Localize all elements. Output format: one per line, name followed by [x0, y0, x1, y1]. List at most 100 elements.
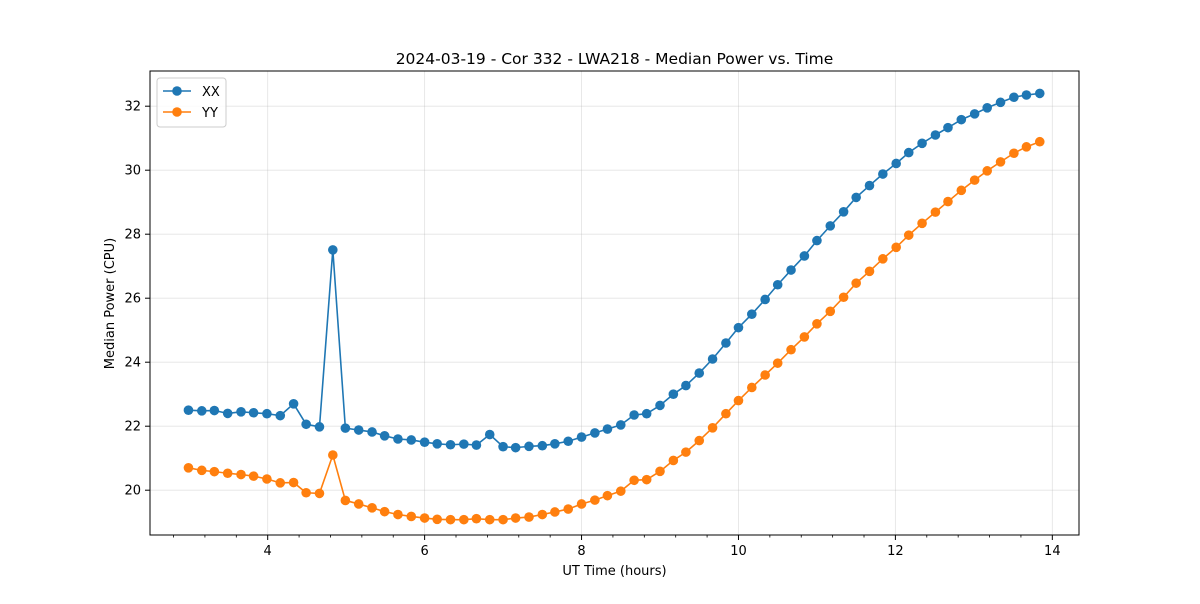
data-point-xx: [471, 440, 482, 450]
y-tick-label: 22: [124, 420, 141, 435]
data-point-xx: [550, 439, 560, 449]
data-point-xx: [943, 122, 953, 133]
x-tick-label: 4: [264, 544, 272, 559]
axes-frame: [149, 70, 1080, 536]
x-tick-label: 8: [577, 544, 585, 559]
data-point-xx: [747, 309, 757, 320]
data-point-xx: [419, 437, 430, 448]
axis-ticks: 4 6 8 10 12 14 20 22 24 26 28 30 32: [124, 100, 1060, 559]
y-tick-label: 20: [124, 484, 141, 499]
data-point-yy: [275, 478, 286, 488]
data-point-xx: [772, 279, 783, 290]
data-point-xx: [930, 130, 941, 140]
data-point-xx: [314, 422, 325, 432]
data-point-xx: [668, 389, 679, 400]
data-point-xx: [393, 434, 403, 444]
data-point-xx: [328, 245, 338, 255]
data-point-yy: [995, 157, 1006, 167]
data-point-yy: [590, 495, 600, 505]
data-point-xx: [1034, 88, 1045, 99]
data-point-xx: [655, 400, 665, 411]
data-point-xx: [275, 410, 286, 421]
data-point-yy: [917, 218, 927, 229]
data-point-yy: [353, 499, 364, 509]
data-point-yy: [262, 474, 272, 484]
y-tick-label: 30: [124, 164, 141, 179]
data-point-xx: [301, 419, 311, 430]
data-point-yy: [524, 512, 534, 522]
data-point-yy: [641, 474, 652, 485]
data-point-yy: [196, 465, 207, 476]
data-point-xx: [878, 169, 888, 179]
data-point-yy: [328, 450, 338, 460]
data-point-yy: [222, 468, 233, 479]
data-point-yy: [629, 475, 639, 486]
y-axis-label: Median Power (CPU): [103, 238, 118, 369]
data-point-xx: [629, 410, 639, 420]
data-point-xx: [969, 109, 980, 119]
data-point-xx: [288, 399, 299, 409]
data-point-xx: [812, 235, 822, 246]
data-point-xx: [445, 439, 456, 450]
legend-label-xx: XX: [202, 85, 220, 100]
data-point-yy: [943, 196, 953, 207]
data-point-xx: [1021, 90, 1032, 100]
x-tick-label: 14: [1044, 544, 1061, 559]
data-point-xx: [786, 265, 796, 275]
data-point-yy: [484, 514, 495, 525]
series-yy: [183, 136, 1045, 525]
data-point-xx: [524, 441, 534, 452]
data-point-yy: [786, 344, 796, 355]
data-point-yy: [314, 488, 325, 499]
data-point-xx: [353, 425, 364, 435]
data-point-xx: [982, 103, 992, 113]
data-point-xx: [367, 427, 377, 437]
data-point-yy: [825, 306, 836, 317]
data-point-yy: [812, 319, 822, 329]
data-point-xx: [222, 408, 233, 419]
data-point-xx: [590, 428, 600, 438]
data-point-xx: [406, 435, 417, 445]
data-point-xx: [379, 431, 390, 441]
data-point-yy: [471, 513, 482, 524]
series-group: [183, 88, 1045, 525]
data-point-xx: [956, 114, 967, 125]
data-point-xx: [498, 441, 508, 452]
y-tick-label: 26: [124, 292, 141, 307]
legend-label-yy: YY: [201, 106, 218, 121]
data-point-yy: [733, 395, 744, 406]
data-point-yy: [419, 513, 430, 523]
data-point-yy: [602, 490, 613, 501]
data-point-yy: [747, 382, 757, 393]
data-point-xx: [707, 354, 718, 364]
data-point-yy: [707, 423, 718, 433]
data-point-yy: [1021, 142, 1032, 152]
data-point-yy: [183, 463, 194, 473]
data-point-xx: [183, 405, 194, 416]
data-point-yy: [969, 175, 980, 185]
data-point-xx: [799, 251, 810, 261]
data-point-xx: [196, 406, 207, 416]
y-tick-label: 24: [124, 356, 141, 371]
data-point-xx: [864, 180, 875, 191]
data-point-xx: [262, 408, 272, 419]
legend: XX YY: [156, 77, 227, 128]
data-point-yy: [772, 358, 783, 368]
data-point-yy: [668, 455, 679, 466]
data-point-yy: [1034, 136, 1045, 147]
data-point-xx: [694, 368, 705, 378]
data-point-yy: [563, 504, 574, 514]
data-point-xx: [681, 380, 691, 391]
data-point-yy: [891, 242, 901, 253]
data-point-yy: [432, 514, 442, 525]
data-point-yy: [288, 477, 299, 488]
data-point-xx: [995, 97, 1006, 108]
data-point-yy: [956, 185, 967, 196]
data-point-yy: [510, 513, 521, 523]
data-point-yy: [864, 266, 875, 277]
data-point-xx: [459, 439, 469, 449]
data-point-xx: [537, 440, 548, 451]
data-point-yy: [393, 509, 403, 520]
